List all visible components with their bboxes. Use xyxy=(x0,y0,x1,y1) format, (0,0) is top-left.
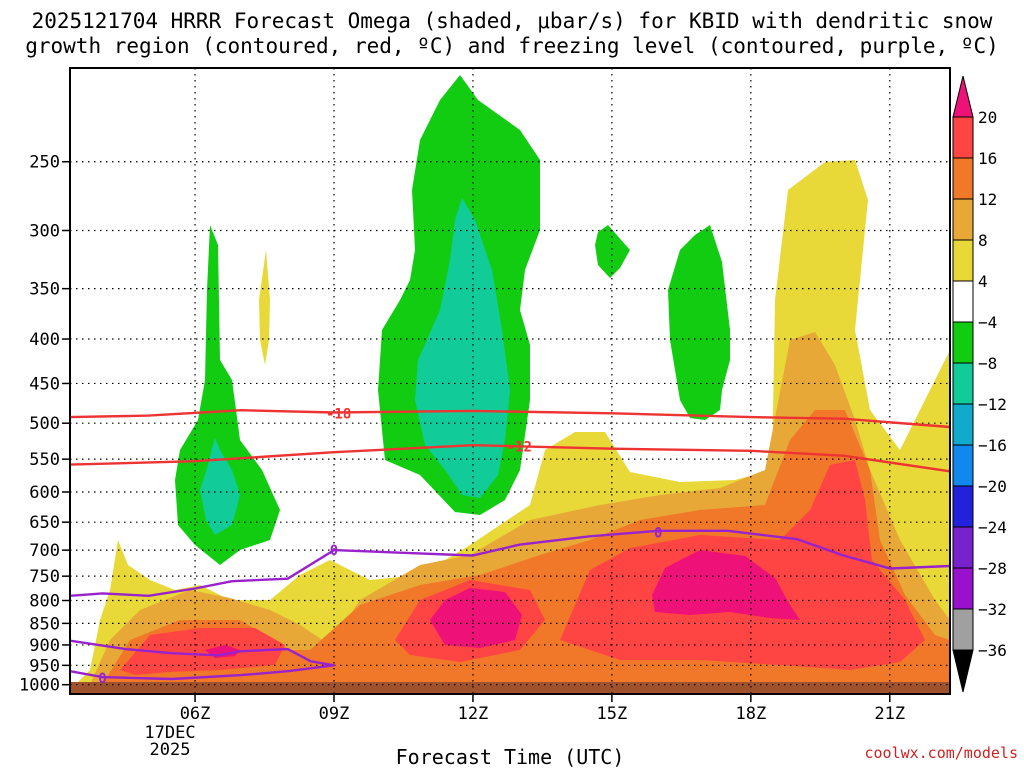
contour-0-upper xyxy=(70,529,950,597)
x-axis-title: Forecast Time (UTC) xyxy=(396,745,625,768)
y-tick-label-600: 600 xyxy=(29,483,60,503)
colorbar: 20 16 12 8 4 −4 −8 −12 −16 −20 −24 −28 −32 −36 xyxy=(952,75,1007,693)
colorbar-label-8: −16 xyxy=(978,436,1007,455)
omega-band-green-right xyxy=(668,225,730,420)
colorbar-segment-11 xyxy=(952,567,974,610)
colorbar-label-9: −20 xyxy=(978,477,1007,496)
colorbar-label-1: 16 xyxy=(978,149,997,168)
y-tick-label-950: 950 xyxy=(29,656,60,676)
colorbar-label-12: −32 xyxy=(978,600,1007,619)
omega-band-green-left xyxy=(175,225,280,565)
colorbar-label-13: −36 xyxy=(978,641,1007,660)
chart-title-line2: growth region (contoured, red, ºC) and f… xyxy=(25,34,999,58)
colorbar-segment-6 xyxy=(952,362,974,405)
y-tick-label-350: 350 xyxy=(29,280,60,300)
y-tick-label-700: 700 xyxy=(29,541,60,561)
y-tick-label-750: 750 xyxy=(29,567,60,587)
colorbar-segment-4 xyxy=(952,280,974,323)
y-axis: 2503003504004505005506006507007508008509… xyxy=(19,153,70,696)
colorbar-label-10: −24 xyxy=(978,518,1007,537)
y-tick-label-450: 450 xyxy=(29,374,60,394)
colorbar-segment-1 xyxy=(952,157,974,200)
date-label-day: 17DEC xyxy=(144,723,195,743)
x-tick-label-18Z: 18Z xyxy=(735,704,766,724)
colorbar-segment-12 xyxy=(952,608,974,651)
colorbar-segment-8 xyxy=(952,444,974,487)
chart-title-line1: 2025121704 HRRR Forecast Omega (shaded, … xyxy=(32,9,993,33)
y-tick-label-1000: 1000 xyxy=(19,676,60,696)
colorbar-label-5: −4 xyxy=(978,313,997,332)
gridlines xyxy=(70,68,950,694)
colorbar-segment-10 xyxy=(952,526,974,569)
x-tick-label-21Z: 21Z xyxy=(874,704,905,724)
omega-band-red xyxy=(120,628,285,675)
x-axis: 06Z 09Z 12Z 15Z 18Z 21Z xyxy=(180,694,905,724)
contour-label-4: 0 xyxy=(98,671,106,687)
colorbar-label-0: 20 xyxy=(978,108,997,127)
y-tick-label-850: 850 xyxy=(29,614,60,634)
colorbar-label-2: 12 xyxy=(978,190,997,209)
contour-lines xyxy=(70,409,950,681)
contour--12 xyxy=(70,444,950,473)
colorbar-arrow-top xyxy=(952,75,974,118)
y-tick-label-400: 400 xyxy=(29,330,60,350)
plot-frame xyxy=(69,67,951,695)
x-tick-label-06Z: 06Z xyxy=(180,704,211,724)
contour-label-2: 0 xyxy=(330,543,338,559)
x-tick-label-09Z: 09Z xyxy=(319,704,350,724)
omega-band-teal-left xyxy=(200,438,240,535)
y-tick-label-550: 550 xyxy=(29,450,60,470)
colorbar-segment-0 xyxy=(952,116,974,159)
contour-0-lower xyxy=(70,639,336,681)
colorbar-segment-2 xyxy=(952,198,974,241)
credit-text: coolwx.com/models xyxy=(864,744,1018,762)
contour-labels: -18 -12 0 0 0 xyxy=(98,406,662,687)
y-tick-label-650: 650 xyxy=(29,513,60,533)
colorbar-label-4: 4 xyxy=(978,272,988,291)
colorbar-segment-7 xyxy=(952,403,974,446)
y-tick-label-250: 250 xyxy=(29,153,60,173)
colorbar-label-6: −8 xyxy=(978,354,997,373)
y-tick-label-500: 500 xyxy=(29,414,60,434)
colorbar-segment-5 xyxy=(952,321,974,364)
colorbar-segment-3 xyxy=(952,239,974,282)
x-tick-label-15Z: 15Z xyxy=(597,704,628,724)
omega-band-magenta-2 xyxy=(430,588,522,648)
x-tick-label-12Z: 12Z xyxy=(458,704,489,724)
contour-label-3: 0 xyxy=(654,525,662,541)
omega-band-magenta-3 xyxy=(652,550,800,620)
y-tick-label-800: 800 xyxy=(29,592,60,612)
colorbar-arrow-bottom xyxy=(952,649,974,693)
colorbar-label-11: −28 xyxy=(978,559,1007,578)
contour--18 xyxy=(70,409,950,429)
y-tick-label-900: 900 xyxy=(29,636,60,656)
omega-band-teal-center xyxy=(415,198,510,498)
omega-band-yellow-thin xyxy=(259,250,270,365)
y-tick-label-300: 300 xyxy=(29,222,60,242)
contour-label-1: -12 xyxy=(507,440,532,456)
contour-label-0: -18 xyxy=(326,406,351,422)
colorbar-label-3: 8 xyxy=(978,231,988,250)
date-label-year: 2025 xyxy=(150,740,191,760)
colorbar-label-7: −12 xyxy=(978,395,1007,414)
colorbar-segment-9 xyxy=(952,485,974,528)
omega-band-green-small xyxy=(595,225,630,278)
terrain-bar xyxy=(70,682,950,694)
